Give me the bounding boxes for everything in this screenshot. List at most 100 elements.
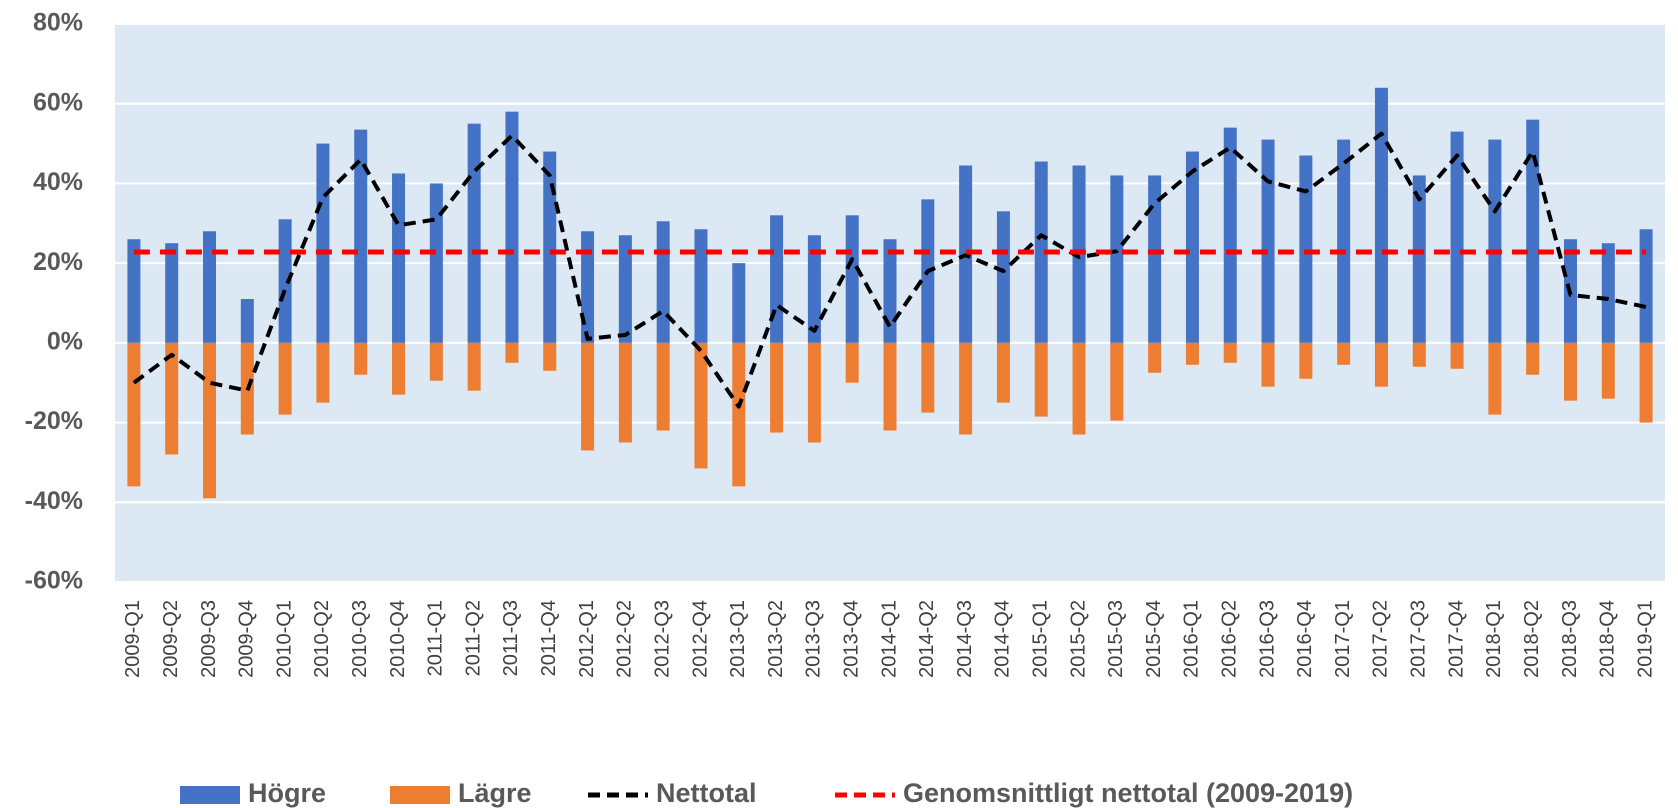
- x-tick-label: 2010-Q3: [349, 600, 371, 678]
- x-tick-label: 2011-Q4: [538, 600, 560, 676]
- x-tick-label: 2010-Q4: [387, 600, 409, 678]
- legend-label: Nettotal: [656, 778, 757, 808]
- x-tick-label: 2016-Q2: [1219, 600, 1241, 678]
- bar: [1526, 342, 1540, 375]
- bar: [240, 299, 254, 343]
- legend-swatch: [180, 786, 240, 804]
- bar: [883, 342, 897, 431]
- bar: [1034, 161, 1048, 343]
- bar: [165, 243, 179, 343]
- bar: [392, 173, 406, 343]
- x-tick-label: 2011-Q2: [462, 600, 484, 676]
- bar: [883, 239, 897, 343]
- bar: [467, 123, 481, 343]
- x-tick-label: 2013-Q4: [840, 600, 862, 678]
- bar: [354, 129, 368, 343]
- x-tick-label: 2014-Q3: [954, 600, 976, 678]
- legend-label: Lägre: [458, 778, 532, 808]
- bar: [807, 342, 821, 443]
- bar: [1488, 342, 1502, 415]
- bar: [467, 342, 481, 391]
- bar: [203, 231, 217, 343]
- x-tick-label: 2017-Q3: [1408, 600, 1430, 678]
- bar: [316, 143, 330, 343]
- bar: [505, 342, 519, 363]
- legend-label: Högre: [248, 778, 326, 808]
- y-tick-label: -20%: [25, 407, 83, 435]
- bar: [1450, 342, 1464, 369]
- bar: [392, 342, 406, 395]
- bar: [1299, 155, 1313, 343]
- bar: [1110, 342, 1124, 421]
- bar: [1261, 139, 1275, 343]
- bar: [770, 342, 784, 433]
- y-tick-label: 60%: [33, 88, 83, 116]
- x-tick-label: 2018-Q2: [1521, 600, 1543, 678]
- bar: [1374, 342, 1388, 387]
- bar: [429, 342, 443, 381]
- bar: [1034, 342, 1048, 417]
- bar: [1299, 342, 1313, 379]
- x-tick-label: 2009-Q2: [160, 600, 182, 678]
- bar: [127, 342, 141, 487]
- bar: [1601, 342, 1615, 399]
- bar: [1374, 87, 1388, 343]
- bar: [1072, 342, 1086, 435]
- bar: [1639, 229, 1653, 343]
- bar: [732, 342, 746, 487]
- y-tick-label: 0%: [47, 327, 83, 355]
- bar: [1412, 342, 1426, 367]
- x-tick-label: 2018-Q4: [1597, 600, 1619, 678]
- x-tick-label: 2014-Q1: [878, 600, 900, 678]
- y-tick-label: 80%: [33, 9, 83, 37]
- x-tick-label: 2011-Q3: [500, 600, 522, 676]
- bar: [127, 239, 141, 343]
- bar: [1223, 342, 1237, 363]
- bar: [1261, 342, 1275, 387]
- bar: [656, 342, 670, 431]
- x-tick-label: 2012-Q2: [614, 600, 636, 678]
- x-tick-label: 2012-Q1: [576, 600, 598, 678]
- x-tick-label: 2015-Q4: [1143, 600, 1165, 678]
- bar: [618, 235, 632, 343]
- x-tick-label: 2015-Q2: [1067, 600, 1089, 678]
- x-tick-label: 2011-Q1: [425, 600, 447, 676]
- bar: [1450, 131, 1464, 343]
- bar: [1639, 342, 1653, 423]
- x-tick-label: 2015-Q3: [1105, 600, 1127, 678]
- x-tick-label: 2014-Q4: [992, 600, 1014, 678]
- x-tick-label: 2016-Q3: [1256, 600, 1278, 678]
- x-tick-label: 2012-Q3: [651, 600, 673, 678]
- bar: [1337, 139, 1351, 343]
- bar: [770, 215, 784, 343]
- bar: [1526, 119, 1540, 343]
- bar: [1185, 342, 1199, 365]
- bar: [203, 342, 217, 499]
- bar: [959, 342, 973, 435]
- bar: [354, 342, 368, 375]
- bar: [921, 342, 935, 413]
- bar: [1337, 342, 1351, 365]
- bar: [694, 342, 708, 469]
- bar: [732, 263, 746, 343]
- bar: [656, 221, 670, 343]
- bar: [505, 111, 519, 343]
- y-tick-label: 40%: [33, 168, 83, 196]
- x-tick-label: 2013-Q2: [765, 600, 787, 678]
- bar: [1110, 175, 1124, 343]
- x-tick-label: 2017-Q1: [1332, 600, 1354, 678]
- x-tick-label: 2010-Q1: [273, 600, 295, 678]
- bar: [278, 342, 292, 415]
- bar: [543, 342, 557, 371]
- bar: [1223, 127, 1237, 343]
- x-tick-label: 2015-Q1: [1030, 600, 1052, 678]
- bar: [807, 235, 821, 343]
- bar: [1185, 151, 1199, 343]
- x-tick-label: 2009-Q3: [198, 600, 220, 678]
- x-tick-label: 2017-Q4: [1445, 600, 1467, 678]
- bar: [845, 215, 859, 343]
- bar: [996, 211, 1010, 343]
- bar: [1148, 342, 1162, 373]
